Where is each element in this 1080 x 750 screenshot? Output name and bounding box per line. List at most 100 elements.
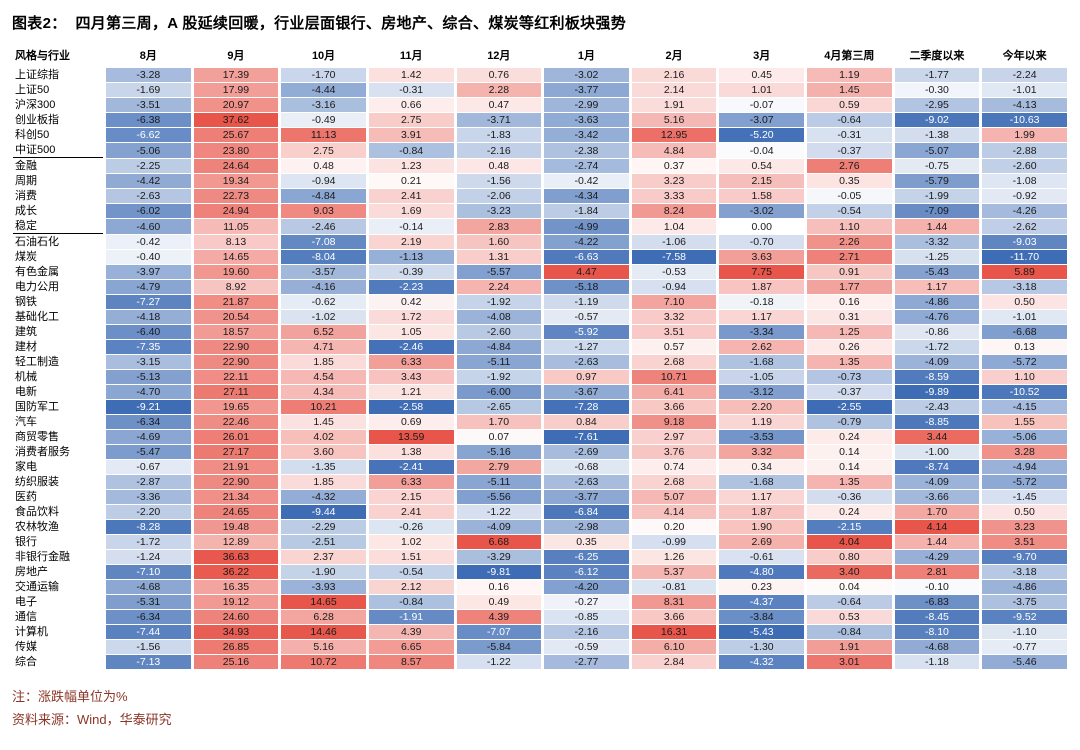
- heatmap-cell: -4.94: [982, 460, 1067, 474]
- heatmap-cell: -4.70: [106, 385, 191, 399]
- row-label: 石油石化: [13, 235, 103, 249]
- heatmap-cell: -2.63: [106, 189, 191, 203]
- heatmap-cell: -0.31: [807, 128, 892, 142]
- heatmap-cell: -1.84: [544, 204, 629, 218]
- row-label: 电子: [13, 595, 103, 609]
- heatmap-cell: 2.14: [631, 83, 717, 97]
- table-row: 综合 -7.13 25.16 10.72 8.57 -1.22 -2.77 2.84 -4.32…: [13, 655, 1067, 669]
- heatmap-cell: -3.42: [544, 128, 629, 142]
- heatmap-cell: -2.46: [281, 219, 366, 234]
- heatmap-cell: 1.45: [807, 83, 892, 97]
- heatmap-cell: 24.65: [193, 505, 279, 519]
- heatmap-cell: -3.93: [281, 580, 366, 594]
- heatmap-cell: -9.81: [456, 565, 542, 579]
- heatmap-cell: -2.69: [544, 445, 629, 459]
- heatmap-cell: 7.10: [631, 295, 717, 309]
- row-label: 商贸零售: [13, 430, 103, 444]
- heatmap-cell: -7.09: [894, 204, 980, 218]
- heatmap-cell: 1.35: [807, 355, 892, 369]
- heatmap-cell: 2.15: [719, 174, 804, 188]
- heatmap-cell: -0.61: [719, 550, 804, 564]
- heatmap-cell: -0.94: [631, 280, 717, 294]
- heatmap-cell: 4.14: [894, 520, 980, 534]
- heatmap-cell: 0.53: [807, 610, 892, 624]
- heatmap-cell: -2.06: [456, 189, 542, 203]
- heatmap-cell: 1.19: [807, 68, 892, 82]
- heatmap-cell: -2.63: [544, 355, 629, 369]
- heatmap-cell: -0.68: [544, 460, 629, 474]
- heatmap-cell: -0.67: [106, 460, 191, 474]
- heatmap-cell: -7.10: [106, 565, 191, 579]
- column-header: 10月: [311, 50, 336, 62]
- heatmap-cell: -1.25: [894, 250, 980, 264]
- heatmap-cell: 2.83: [456, 219, 542, 234]
- heatmap-cell: 5.16: [281, 640, 366, 654]
- heatmap-cell: -0.14: [368, 219, 454, 234]
- row-label: 成长: [13, 204, 103, 218]
- heatmap-cell: -0.75: [894, 159, 980, 173]
- heatmap-cell: 0.21: [368, 174, 454, 188]
- heatmap-cell: -0.39: [368, 265, 454, 279]
- heatmap-cell: -1.08: [982, 174, 1067, 188]
- heatmap-cell: 1.51: [368, 550, 454, 564]
- heatmap-cell: -3.07: [719, 113, 804, 127]
- heatmap-cell: -3.15: [106, 355, 191, 369]
- heatmap-cell: 0.24: [807, 430, 892, 444]
- heatmap-cell: 4.84: [631, 143, 717, 158]
- heatmap-cell: -6.02: [106, 204, 191, 218]
- heatmap-cell: 2.20: [719, 400, 804, 414]
- heatmap-cell: 0.13: [982, 340, 1067, 354]
- heatmap-cell: 21.91: [193, 460, 279, 474]
- heatmap-cell: -0.92: [982, 189, 1067, 203]
- heatmap-cell: 0.66: [368, 98, 454, 112]
- heatmap-cell: 2.68: [631, 475, 717, 489]
- heatmap-cell: -1.69: [106, 83, 191, 97]
- heatmap-cell: -4.32: [281, 490, 366, 504]
- heatmap-cell: 2.69: [719, 535, 804, 549]
- heatmap-cell: -1.24: [106, 550, 191, 564]
- heatmap-cell: -5.31: [106, 595, 191, 609]
- heatmap-cell: 1.87: [719, 280, 804, 294]
- heatmap-cell: 17.99: [193, 83, 279, 97]
- heatmap-cell: 5.07: [631, 490, 717, 504]
- heatmap-cell: -2.63: [544, 475, 629, 489]
- row-label: 家电: [13, 460, 103, 474]
- heatmap-cell: -6.63: [544, 250, 629, 264]
- heatmap-cell: 0.84: [544, 415, 629, 429]
- row-label: 汽车: [13, 415, 103, 429]
- heatmap-cell: -4.20: [544, 580, 629, 594]
- heatmap-cell: -6.25: [544, 550, 629, 564]
- heatmap-cell: -9.70: [982, 550, 1067, 564]
- heatmap-cell: -0.05: [807, 189, 892, 203]
- heatmap-cell: 0.04: [807, 580, 892, 594]
- heatmap-cell: -0.99: [631, 535, 717, 549]
- heatmap-cell: -1.22: [456, 505, 542, 519]
- heatmap-cell: 0.48: [456, 159, 542, 173]
- heatmap-cell: -4.76: [894, 310, 980, 324]
- heatmap-cell: -1.91: [368, 610, 454, 624]
- row-label: 煤炭: [13, 250, 103, 264]
- heatmap-cell: -1.05: [719, 370, 804, 384]
- heatmap-table: 风格与行业 8月 9月 10月 11月 12月 1月 2月 3月 4月第三周 二季度以来 今年以来 上…: [10, 45, 1070, 670]
- heatmap-cell: -0.36: [807, 490, 892, 504]
- heatmap-cell: -2.65: [456, 400, 542, 414]
- heatmap-cell: -2.41: [368, 460, 454, 474]
- heatmap-cell: 0.23: [719, 580, 804, 594]
- heatmap-cell: 1.26: [631, 550, 717, 564]
- heatmap-cell: -4.34: [544, 189, 629, 203]
- heatmap-cell: 1.45: [281, 415, 366, 429]
- heatmap-cell: -1.01: [982, 310, 1067, 324]
- heatmap-cell: -0.42: [544, 174, 629, 188]
- heatmap-cell: -4.44: [281, 83, 366, 97]
- table-row: 农林牧渔 -8.28 19.48 -2.29 -0.26 -4.09 -2.98 0.20 1.…: [13, 520, 1067, 534]
- heatmap-cell: 0.07: [456, 430, 542, 444]
- heatmap-cell: -9.03: [982, 235, 1067, 249]
- heatmap-cell: -2.88: [982, 143, 1067, 158]
- heatmap-cell: -0.18: [719, 295, 804, 309]
- heatmap-cell: 1.19: [719, 415, 804, 429]
- heatmap-cell: -5.18: [544, 280, 629, 294]
- heatmap-cell: -4.86: [894, 295, 980, 309]
- heatmap-cell: 1.01: [719, 83, 804, 97]
- table-body: 上证综指 -3.28 17.39 -1.70 1.42 0.76 -3.02 2.16 0.45…: [13, 68, 1067, 669]
- heatmap-cell: 0.76: [456, 68, 542, 82]
